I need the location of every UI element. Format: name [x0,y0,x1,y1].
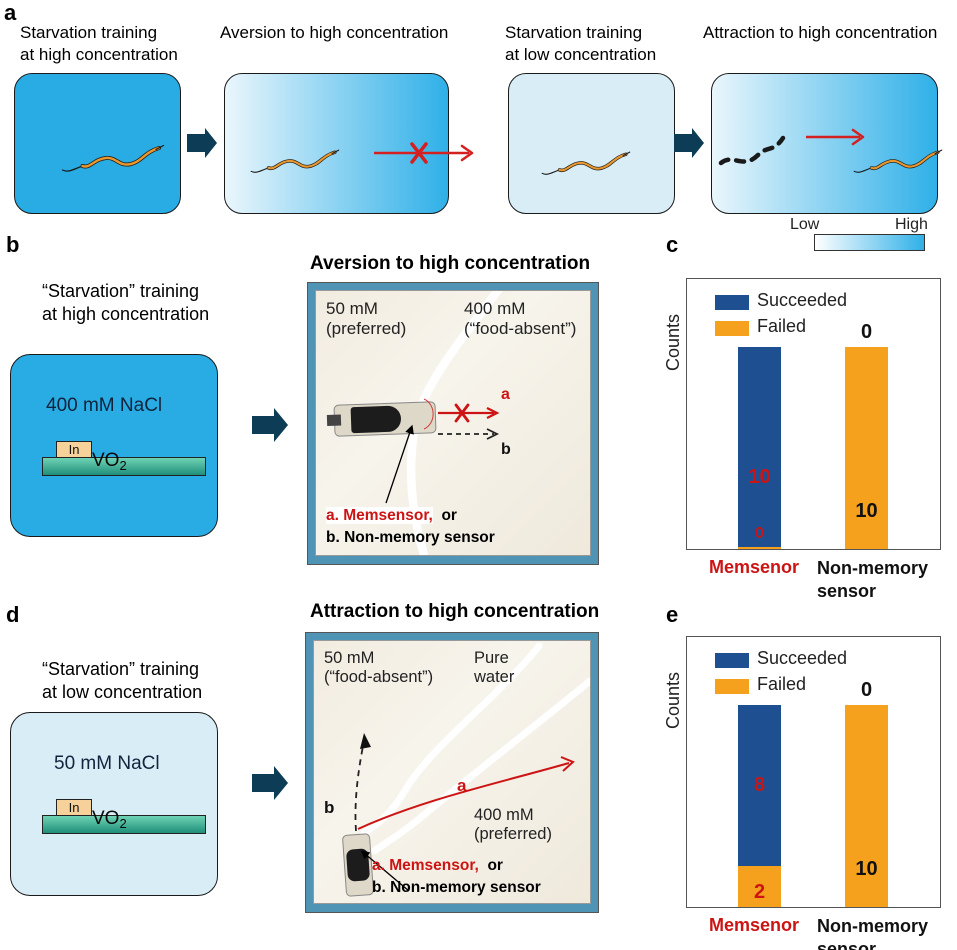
svg-text:a: a [457,776,467,795]
svg-text:a: a [501,386,510,403]
svg-text:b: b [501,441,511,458]
svg-text:b: b [324,798,334,817]
